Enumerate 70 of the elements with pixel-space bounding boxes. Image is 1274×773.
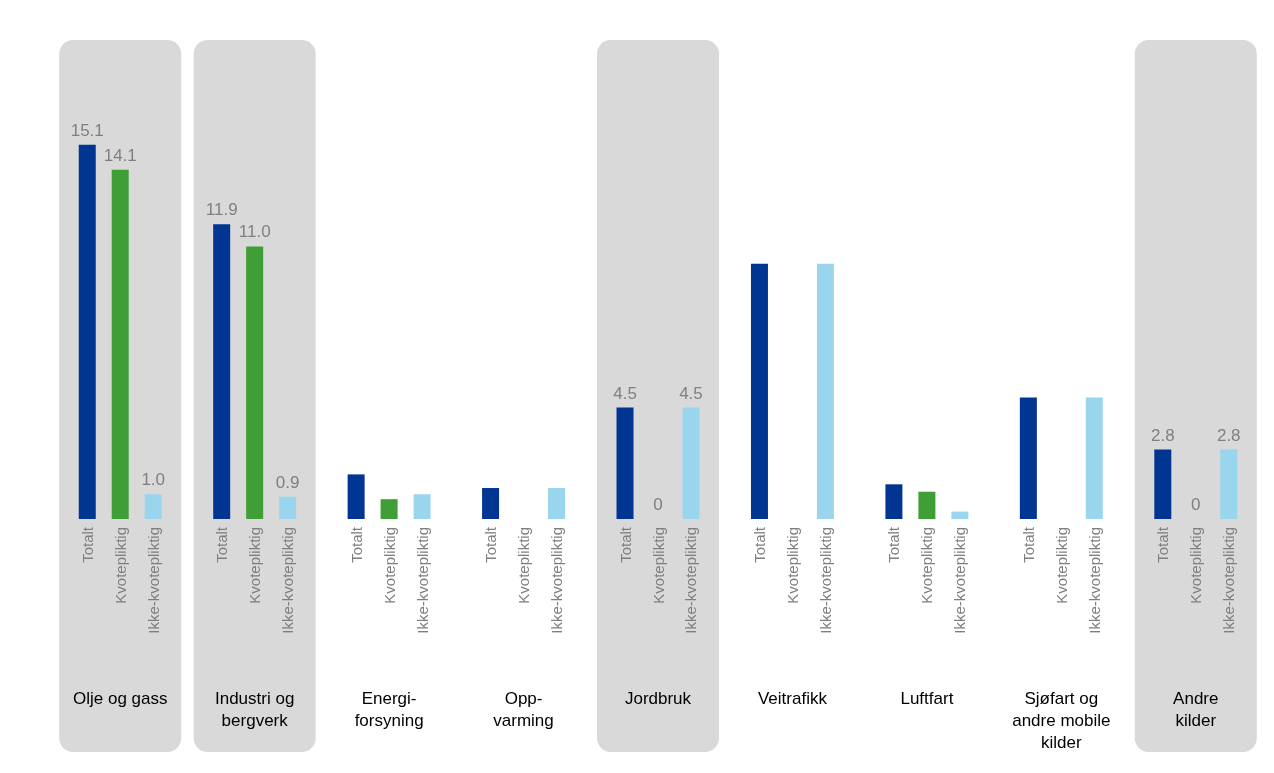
bar [682,407,700,519]
bar [1085,397,1103,519]
bar [482,488,500,519]
bar [413,494,431,519]
text: Kvotepliktig [246,527,264,604]
text: Totalt [1154,527,1172,563]
bar [246,246,264,519]
data-label: 1.0 [141,470,166,490]
x-tick-label: Opp- varming [493,688,554,730]
text: Kvotepliktig [649,527,667,604]
text: Ikke-kvotepliktig [548,527,566,634]
bar [951,511,969,519]
bar [616,407,634,519]
x-tick-label: Veitrafikk [757,688,828,708]
x-tick-label: Jordbruk [624,688,692,708]
bar [816,263,834,519]
text: Ikke-kvotepliktig [1220,527,1238,634]
text: Kvotepliktig [1187,527,1205,604]
text: Ikke-kvotepliktig [144,527,162,634]
text: Kvotepliktig [380,527,398,604]
text: Ikke-kvotepliktig [951,527,969,634]
data-label: 0.9 [275,472,300,492]
bar [548,488,566,519]
bar [78,144,96,519]
bar [213,224,231,519]
text: Totalt [213,527,231,563]
x-tick-label: Energi- forsyning [354,688,424,730]
data-label: 15.1 [70,120,104,140]
text: Totalt [885,527,903,563]
text: Totalt [347,527,365,563]
bar [144,494,162,519]
text: Totalt [750,527,768,563]
text: Kvotepliktig [918,527,936,604]
text: Kvotepliktig [783,527,801,604]
bar [347,474,365,519]
text: Totalt [1019,527,1037,563]
text: Ikke-kvotepliktig [816,527,834,634]
bar [1019,397,1037,519]
bar [380,499,398,519]
text: Totalt [482,527,500,563]
bar [750,263,768,519]
data-label: 4.5 [613,383,637,403]
text: Ikke-kvotepliktig [413,527,431,634]
text: Totalt [78,526,96,563]
x-tick-label: Sjøfart og andre mobile kilder [1012,688,1111,752]
bar [885,484,903,519]
bar [918,491,936,519]
data-label: 11.0 [238,222,271,242]
data-label: 2.8 [1216,425,1241,445]
data-label: 0 [1191,495,1201,514]
text: Ikke-kvotepliktig [1085,527,1103,634]
text: Ikke-kvotepliktig [682,527,700,634]
text: Kvotepliktig [111,527,129,604]
bar [111,169,129,519]
bar [1154,449,1172,519]
data-label: 14.1 [103,145,137,165]
data-label: 0 [653,495,663,514]
x-tick-label: Industri og bergverk [214,688,295,730]
data-label: 2.8 [1150,425,1175,445]
x-tick-label: Andre kilder [1173,688,1219,730]
data-label: 4.5 [679,383,703,403]
data-label: 11.9 [205,200,238,220]
text: Kvotepliktig [515,527,533,604]
bar [279,496,297,519]
text: Ikke-kvotepliktig [279,527,297,634]
x-tick-label: Olje og gass [72,688,168,708]
text: Totalt [616,527,634,563]
x-tick-label: Luftfart [900,688,954,708]
text: Kvotepliktig [1052,527,1070,604]
bar [1220,449,1238,519]
